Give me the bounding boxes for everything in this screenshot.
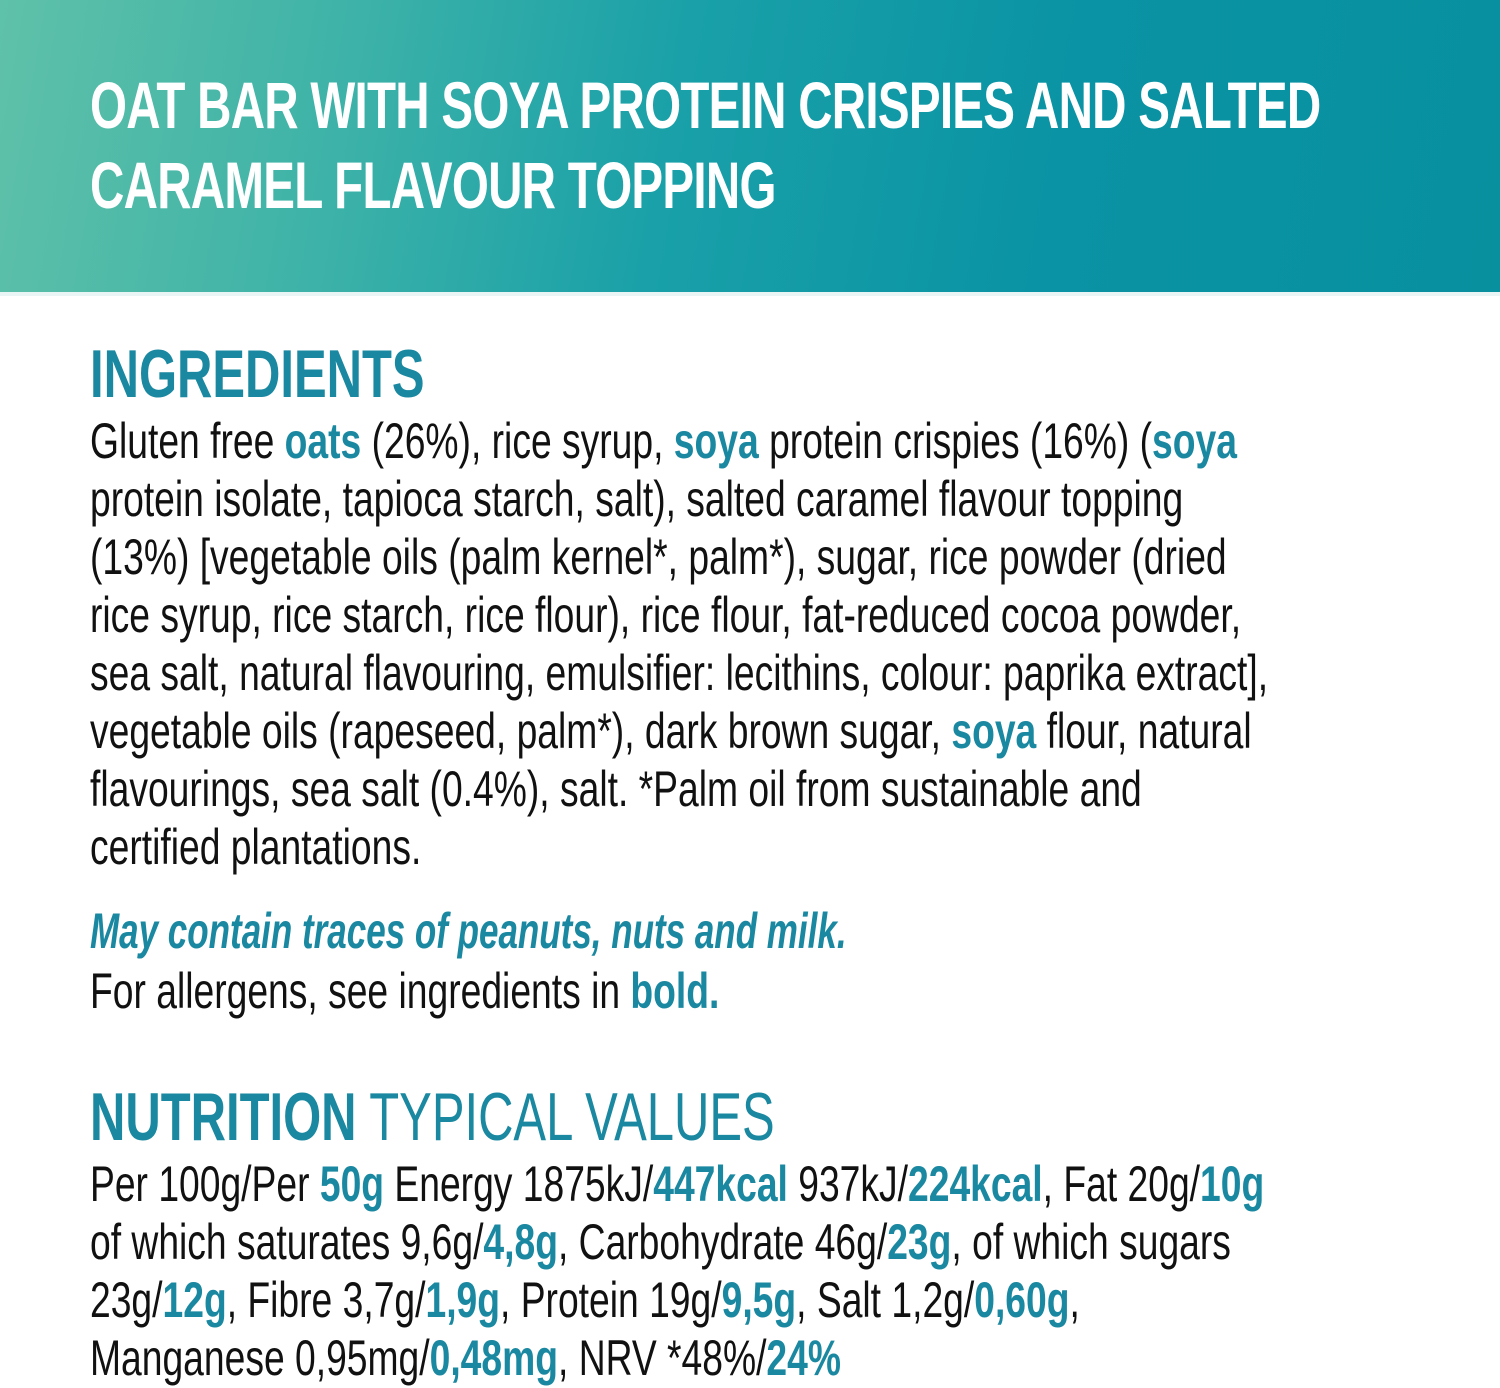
text-segment: protein isolate, tapioca starch, salt), … [90,471,1184,527]
header-banner: OAT BAR WITH SOYA PROTEIN CRISPIES AND S… [0,0,1500,296]
text-line: certified plantations. [90,818,421,876]
highlighted-text: 50g [319,1156,385,1212]
highlighted-text: 447kcal [653,1156,788,1212]
product-title-line-2: CARAMEL FLAVOUR TOPPING [90,148,776,222]
text-segment: certified plantations. [90,819,422,875]
highlighted-text: 23g [887,1214,952,1270]
text-segment: Gluten free [90,413,285,469]
text-segment: flour, natural [1036,703,1252,759]
text-line: Manganese 0,95mg/0,48mg, NRV *48%/24% [90,1329,841,1387]
highlighted-text: 0,48mg [429,1330,558,1386]
text-segment: , NRV *48%/ [557,1330,767,1386]
highlighted-text: oats [284,413,362,469]
text-segment: vegetable oils (rapeseed, palm*), dark b… [90,703,952,759]
highlighted-text: 24% [766,1330,841,1386]
text-segment: , Salt 1,2g/ [796,1272,975,1328]
text-segment: 937kJ/ [787,1156,909,1212]
text-segment: Manganese 0,95mg/ [90,1330,430,1386]
highlighted-text: soya [1152,413,1237,469]
text-segment: , Fibre 3,7g/ [226,1272,426,1328]
text-segment: For allergens, see ingredients in [90,963,631,1019]
ingredients-heading-text: INGREDIENTS [90,336,425,412]
text-line: of which saturates 9,6g/4,8g, Carbohydra… [90,1213,1231,1271]
ingredients-heading: INGREDIENTS [90,340,425,408]
text-segment: 23g/ [90,1272,163,1328]
highlighted-text: 10g [1200,1156,1265,1212]
text-segment: (26%), rice syrup, [361,413,674,469]
text-segment: (13%) [vegetable oils (palm kernel*, pal… [90,529,1227,585]
highlighted-text: 224kcal [908,1156,1043,1212]
text-segment: , Fat 20g/ [1042,1156,1201,1212]
highlighted-text: bold. [630,963,720,1019]
text-segment: Energy 1875kJ/ [384,1156,654,1212]
highlighted-text: 12g [162,1272,227,1328]
text-line: 23g/12g, Fibre 3,7g/1,9g, Protein 19g/9,… [90,1271,1080,1329]
text-segment: Per 100g/Per [90,1156,320,1212]
highlighted-text: soya [951,703,1037,759]
highlighted-text: 0,60g [974,1272,1070,1328]
text-line: protein isolate, tapioca starch, salt), … [90,470,1183,528]
text-segment: sea salt, natural flavouring, emulsifier… [90,645,1269,701]
text-segment: , of which sugars [951,1214,1231,1270]
highlighted-text: 1,9g [425,1272,501,1328]
text-segment: flavourings, sea salt (0.4%), salt. *Pal… [90,761,1142,817]
text-segment: , Protein 19g/ [500,1272,722,1328]
text-line: Per 100g/Per 50g Energy 1875kJ/447kcal 9… [90,1155,1264,1213]
may-contain-warning: May contain traces of peanuts, nuts and … [90,903,847,959]
text-line: rice syrup, rice starch, rice flour), ri… [90,586,1241,644]
text-line: sea salt, natural flavouring, emulsifier… [90,644,1268,702]
highlighted-text: 4,8g [483,1214,558,1270]
text-segment: , [1069,1272,1080,1328]
text-segment: , Carbohydrate 46g/ [557,1214,888,1270]
highlighted-text: soya [673,413,759,469]
text-line: For allergens, see ingredients in bold. [90,962,719,1020]
text-line: (13%) [vegetable oils (palm kernel*, pal… [90,528,1227,586]
product-title-line-1: OAT BAR WITH SOYA PROTEIN CRISPIES AND S… [90,68,1321,142]
text-segment: rice syrup, rice starch, rice flour), ri… [90,587,1242,643]
nutrition-heading-light: TYPICAL VALUES [356,1079,775,1155]
highlighted-text: 9,5g [721,1272,797,1328]
nutrition-heading-bold: NUTRITION [90,1079,357,1155]
text-line: flavourings, sea salt (0.4%), salt. *Pal… [90,760,1142,818]
nutrition-heading: NUTRITION TYPICAL VALUES [90,1083,775,1151]
text-segment: of which saturates 9,6g/ [90,1214,484,1270]
text-segment: protein crispies (16%) ( [758,413,1153,469]
text-line: vegetable oils (rapeseed, palm*), dark b… [90,702,1252,760]
text-line: Gluten free oats (26%), rice syrup, soya… [90,412,1237,470]
